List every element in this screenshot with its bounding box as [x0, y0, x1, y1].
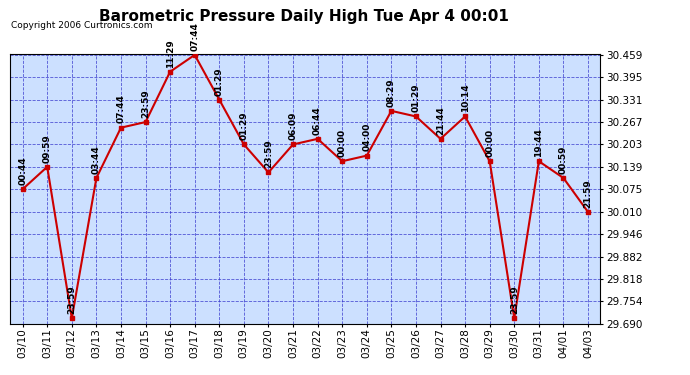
Text: 23:59: 23:59 [510, 285, 519, 314]
Text: 09:59: 09:59 [43, 134, 52, 163]
Text: 06:44: 06:44 [313, 106, 322, 135]
Text: 23:59: 23:59 [141, 89, 150, 118]
Text: 01:29: 01:29 [239, 112, 248, 140]
Text: Copyright 2006 Curtronics.com: Copyright 2006 Curtronics.com [11, 21, 152, 30]
Text: 06:09: 06:09 [288, 112, 297, 140]
Text: 03:44: 03:44 [92, 145, 101, 174]
Text: 00:44: 00:44 [18, 156, 27, 185]
Text: 23:59: 23:59 [68, 285, 77, 314]
Text: 00:00: 00:00 [485, 129, 494, 157]
Text: 08:29: 08:29 [387, 78, 396, 107]
Text: 01:29: 01:29 [215, 67, 224, 96]
Text: 07:44: 07:44 [190, 22, 199, 51]
Text: 21:59: 21:59 [584, 179, 593, 208]
Text: 11:29: 11:29 [166, 39, 175, 68]
Text: 23:59: 23:59 [264, 140, 273, 168]
Text: 07:44: 07:44 [117, 94, 126, 123]
Text: 10:14: 10:14 [461, 84, 470, 112]
Text: 21:44: 21:44 [436, 106, 445, 135]
Text: 01:29: 01:29 [411, 84, 420, 112]
Text: Barometric Pressure Daily High Tue Apr 4 00:01: Barometric Pressure Daily High Tue Apr 4… [99, 9, 509, 24]
Text: 00:00: 00:00 [337, 129, 346, 157]
Text: 00:59: 00:59 [559, 146, 568, 174]
Text: 04:00: 04:00 [362, 123, 371, 152]
Text: 19:44: 19:44 [534, 128, 543, 157]
